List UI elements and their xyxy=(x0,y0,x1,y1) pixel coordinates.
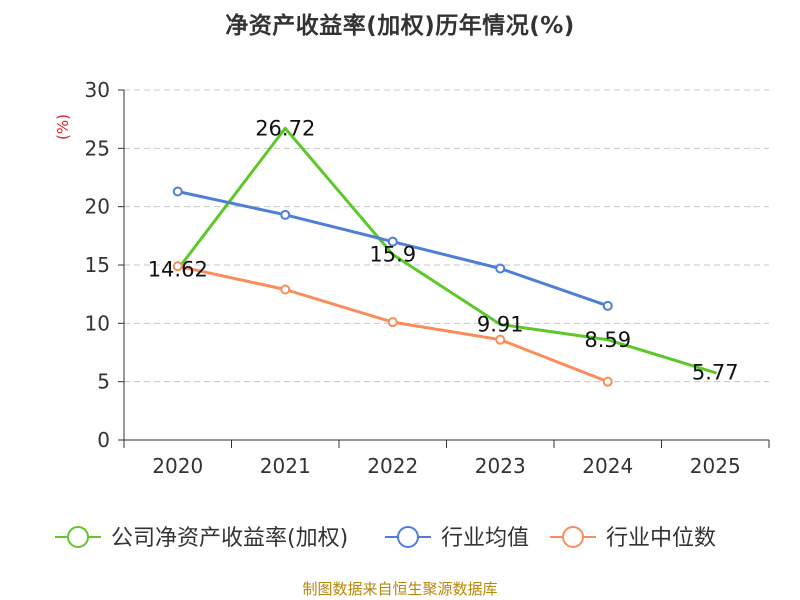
data-label: 26.72 xyxy=(255,116,315,140)
data-label: 8.59 xyxy=(584,328,631,352)
legend-label: 行业中位数 xyxy=(606,526,716,551)
series-point-2 xyxy=(387,317,398,328)
series-point-1 xyxy=(602,300,613,311)
legend-marker xyxy=(562,526,584,548)
grid-lines xyxy=(124,89,769,383)
legend[interactable]: 公司净资产收益率(加权) 行业均值 行业中位数 xyxy=(55,526,716,551)
legend-label: 公司净资产收益率(加权) xyxy=(111,526,348,551)
legend-item-1[interactable]: 行业均值 xyxy=(385,526,529,551)
y-tick-label: 20 xyxy=(85,195,110,219)
legend-item-0[interactable]: 公司净资产收益率(加权) xyxy=(55,526,348,551)
series-point-2 xyxy=(602,376,613,387)
series-point-1 xyxy=(495,263,506,274)
y-axis-label: (%) xyxy=(54,114,72,140)
series-lines xyxy=(172,126,717,387)
y-tick-label: 5 xyxy=(97,370,110,394)
series-point-2 xyxy=(172,261,183,272)
x-tick-label: 2020 xyxy=(152,454,203,478)
y-tick-label: 0 xyxy=(97,428,110,452)
y-tick-label: 15 xyxy=(85,253,110,277)
x-tick-label: 2023 xyxy=(475,454,526,478)
data-label: 5.77 xyxy=(692,361,739,385)
y-tick-label: 25 xyxy=(85,136,110,160)
x-tick-label: 2024 xyxy=(582,454,633,478)
legend-marker xyxy=(397,526,419,548)
data-label: 9.91 xyxy=(477,312,524,336)
y-tick-label: 30 xyxy=(85,78,110,102)
legend-item-2[interactable]: 行业中位数 xyxy=(550,526,716,551)
source-note: 制图数据来自恒生聚源数据库 xyxy=(302,580,498,598)
y-tick-label: 10 xyxy=(85,311,110,335)
chart-title: 净资产收益率(加权)历年情况(%) xyxy=(225,13,575,39)
data-labels: 14.62 26.72 15.9 9.91 8.59 5.77 xyxy=(148,116,739,384)
x-tick-label: 2022 xyxy=(367,454,418,478)
series-line-0 xyxy=(176,126,717,375)
series-point-1 xyxy=(387,236,398,247)
x-tick-label: 2021 xyxy=(260,454,311,478)
data-label: 14.62 xyxy=(148,257,208,281)
series-point-1 xyxy=(280,209,291,220)
series-point-1 xyxy=(172,186,183,197)
x-tick-label: 2025 xyxy=(690,454,741,478)
series-point-2 xyxy=(495,334,506,345)
series-point-2 xyxy=(280,284,291,295)
data-label: 15.9 xyxy=(369,243,416,267)
legend-label: 行业均值 xyxy=(441,526,529,551)
legend-marker xyxy=(67,526,89,548)
